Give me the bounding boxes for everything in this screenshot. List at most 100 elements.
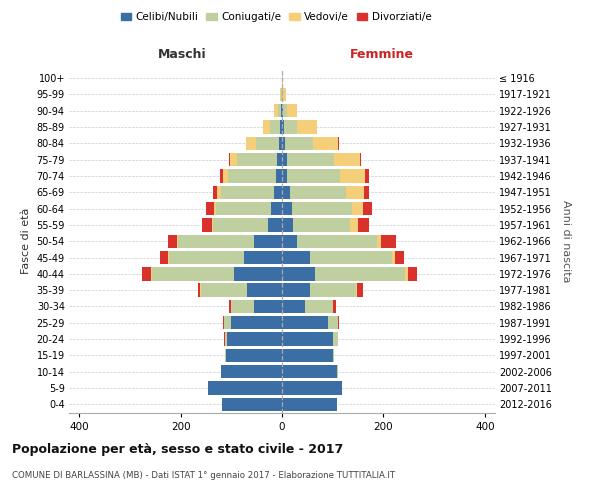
Bar <box>213 218 268 232</box>
Bar <box>328 316 338 330</box>
Bar <box>226 348 282 362</box>
Bar <box>282 186 290 199</box>
Bar <box>268 218 282 232</box>
Bar <box>221 365 282 378</box>
Bar <box>395 251 404 264</box>
Bar <box>271 120 280 134</box>
Bar <box>305 300 333 313</box>
Bar <box>350 218 358 232</box>
Bar <box>282 234 297 248</box>
Bar <box>338 136 340 150</box>
Bar <box>254 300 282 313</box>
Bar <box>282 202 292 215</box>
Bar <box>405 267 408 280</box>
Bar <box>274 104 278 118</box>
Bar <box>178 234 254 248</box>
Bar <box>287 104 297 118</box>
Bar <box>221 186 274 199</box>
Bar <box>283 88 286 101</box>
Bar <box>360 153 361 166</box>
Bar <box>280 88 281 101</box>
Bar <box>283 104 287 118</box>
Bar <box>230 153 238 166</box>
Bar <box>292 202 352 215</box>
Text: COMUNE DI BARLASSINA (MB) - Dati ISTAT 1° gennaio 2017 - Elaborazione TUTTITALIA: COMUNE DI BARLASSINA (MB) - Dati ISTAT 1… <box>12 471 395 480</box>
Bar <box>227 332 282 346</box>
Bar <box>222 398 282 411</box>
Bar <box>142 267 151 280</box>
Bar <box>358 218 369 232</box>
Bar <box>281 88 282 101</box>
Bar <box>247 284 282 297</box>
Bar <box>310 284 356 297</box>
Bar <box>333 348 334 362</box>
Bar <box>315 267 405 280</box>
Bar <box>282 300 305 313</box>
Bar <box>346 186 364 199</box>
Bar <box>198 284 200 297</box>
Bar <box>282 251 310 264</box>
Bar <box>352 202 363 215</box>
Bar <box>160 251 168 264</box>
Bar <box>282 120 284 134</box>
Bar <box>224 332 227 346</box>
Text: Maschi: Maschi <box>158 48 206 61</box>
Bar <box>280 120 282 134</box>
Y-axis label: Anni di nascita: Anni di nascita <box>562 200 571 282</box>
Bar <box>282 218 293 232</box>
Bar <box>282 365 337 378</box>
Bar <box>279 136 282 150</box>
Bar <box>169 251 244 264</box>
Bar <box>297 120 317 134</box>
Bar <box>223 170 228 182</box>
Bar <box>228 170 276 182</box>
Bar <box>356 284 362 297</box>
Bar <box>208 382 282 394</box>
Bar <box>246 136 256 150</box>
Bar <box>313 136 338 150</box>
Bar <box>364 186 369 199</box>
Bar <box>168 234 177 248</box>
Bar <box>408 267 417 280</box>
Bar <box>152 267 234 280</box>
Bar <box>282 398 337 411</box>
Bar <box>282 284 310 297</box>
Bar <box>382 234 395 248</box>
Bar <box>282 153 287 166</box>
Bar <box>282 316 328 330</box>
Bar <box>244 251 282 264</box>
Legend: Celibi/Nubili, Coniugati/e, Vedovi/e, Divorziati/e: Celibi/Nubili, Coniugati/e, Vedovi/e, Di… <box>116 8 436 26</box>
Bar <box>177 234 178 248</box>
Bar <box>238 153 277 166</box>
Text: Popolazione per età, sesso e stato civile - 2017: Popolazione per età, sesso e stato civil… <box>12 442 343 456</box>
Bar <box>202 218 212 232</box>
Bar <box>213 186 217 199</box>
Bar <box>231 316 282 330</box>
Bar <box>254 234 282 248</box>
Bar <box>334 153 360 166</box>
Bar <box>206 202 214 215</box>
Bar <box>212 218 213 232</box>
Bar <box>282 382 342 394</box>
Bar <box>333 300 336 313</box>
Bar <box>225 348 226 362</box>
Bar <box>282 88 283 101</box>
Bar <box>224 316 231 330</box>
Bar <box>365 170 369 182</box>
Bar <box>263 120 271 134</box>
Bar <box>340 170 365 182</box>
Bar <box>231 300 254 313</box>
Bar <box>151 267 152 280</box>
Bar <box>229 300 231 313</box>
Bar <box>392 251 395 264</box>
Bar <box>338 316 339 330</box>
Bar <box>220 170 223 182</box>
Bar <box>216 202 271 215</box>
Bar <box>271 202 282 215</box>
Bar <box>287 153 334 166</box>
Y-axis label: Fasce di età: Fasce di età <box>21 208 31 274</box>
Bar <box>310 251 392 264</box>
Bar <box>282 332 333 346</box>
Bar <box>282 170 287 182</box>
Bar <box>276 170 282 182</box>
